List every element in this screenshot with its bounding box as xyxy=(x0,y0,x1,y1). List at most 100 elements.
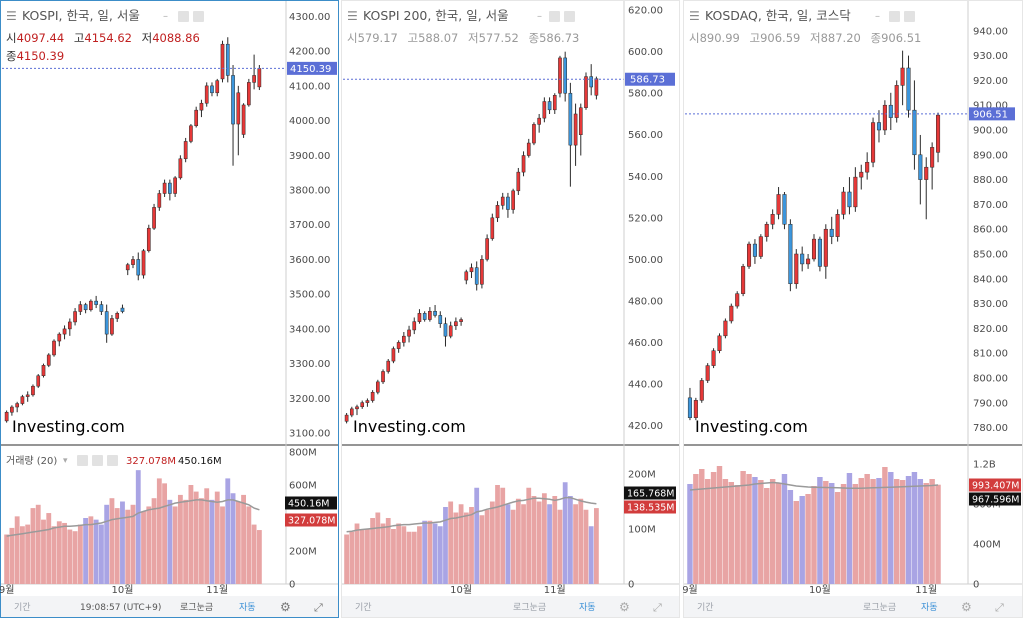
volume-bar xyxy=(67,529,73,584)
month-label: 10월 xyxy=(112,584,134,596)
volume-bar xyxy=(479,515,485,584)
volume-bar xyxy=(344,534,349,584)
candle-body xyxy=(252,75,256,83)
volume-bar xyxy=(687,484,693,584)
candle-body xyxy=(859,171,864,178)
candle-body xyxy=(220,43,225,80)
auto-scale-button[interactable]: 자동 xyxy=(239,602,256,613)
candle-body xyxy=(758,236,763,257)
period-button[interactable]: 기간 xyxy=(355,602,372,613)
candle-body xyxy=(480,259,484,285)
fullscreen-icon[interactable]: ⤢ xyxy=(995,601,1004,614)
period-button[interactable]: 기간 xyxy=(697,602,714,613)
menu-icon[interactable]: ☰ xyxy=(689,9,700,23)
volume-tick-label: 600M xyxy=(289,481,317,492)
chart-title: KOSPI 200, 한국, 일, 서울 xyxy=(363,8,509,23)
volume-bar xyxy=(541,493,547,584)
settings-gear-icon[interactable]: ⚙ xyxy=(280,600,291,614)
chart-panel-kosdaq[interactable]: 780.00 790.00 800.00 810.00 820.00 830.00 840.… xyxy=(683,0,1024,619)
volume-last-label: 327.078M xyxy=(288,516,335,527)
candle-body xyxy=(876,122,881,131)
settings-icon[interactable] xyxy=(889,11,900,22)
chart-panel-kospi200[interactable]: 420.00 440.00 460.00 480.00 500.00 520.00 540.… xyxy=(341,0,681,619)
volume-visibility-icon[interactable] xyxy=(92,455,103,466)
price-tick-label: 480.00 xyxy=(628,296,663,307)
settings-icon[interactable] xyxy=(178,11,189,22)
price-axis[interactable]: 420.00 440.00 460.00 480.00 500.00 520.00 540.… xyxy=(628,6,663,432)
period-button[interactable]: 기간 xyxy=(14,602,31,613)
volume-bar xyxy=(77,524,83,584)
candle-body xyxy=(83,304,88,311)
collapse-icon[interactable]: – xyxy=(163,11,168,22)
candle-body xyxy=(705,365,710,381)
menu-icon[interactable]: ☰ xyxy=(347,9,358,23)
volume-bar xyxy=(104,504,110,584)
fullscreen-icon[interactable]: ⤢ xyxy=(653,601,662,614)
candle-body xyxy=(231,75,235,125)
menu-icon[interactable]: ☰ xyxy=(6,9,17,23)
volume-last-label: 165.768M xyxy=(627,489,674,500)
volume-bar xyxy=(526,487,532,584)
candle-body xyxy=(370,391,375,401)
candle-body xyxy=(99,304,104,312)
settings-gear-icon[interactable]: ⚙ xyxy=(619,600,630,614)
candle-body xyxy=(573,113,578,146)
price-tick-label: 3600.00 xyxy=(289,255,330,266)
auto-scale-button[interactable]: 자동 xyxy=(921,602,938,613)
collapse-icon[interactable]: – xyxy=(537,11,542,22)
volume-bar xyxy=(578,498,584,584)
price-tick-label: 840.00 xyxy=(973,274,1008,285)
visibility-icon[interactable] xyxy=(564,11,575,22)
price-tick-label: 3300.00 xyxy=(289,359,330,370)
candle-body xyxy=(173,177,177,194)
settings-icon[interactable] xyxy=(549,11,560,22)
log-scale-button[interactable]: 로그눈금 xyxy=(863,602,896,613)
candle-body xyxy=(578,107,583,135)
volume-bar xyxy=(521,504,526,584)
log-scale-button[interactable]: 로그눈금 xyxy=(180,602,213,613)
candle-body xyxy=(407,329,411,337)
volume-bar xyxy=(432,523,438,584)
candle-body xyxy=(386,360,391,372)
volume-bar xyxy=(109,498,115,584)
panel-border xyxy=(341,0,680,618)
volume-bar xyxy=(458,504,464,584)
volume-bar xyxy=(437,526,443,584)
volume-close-icon[interactable] xyxy=(107,455,118,466)
candle-body xyxy=(183,141,188,160)
visibility-icon[interactable] xyxy=(193,11,204,22)
candle-body xyxy=(355,406,359,410)
settings-gear-icon[interactable]: ⚙ xyxy=(961,600,972,614)
candle-body xyxy=(199,102,204,111)
volume-bar xyxy=(728,482,735,584)
volume-bar xyxy=(14,516,20,584)
month-label: 11월 xyxy=(544,584,566,596)
candle-body xyxy=(438,315,443,324)
candle-body xyxy=(806,258,811,265)
volume-bar xyxy=(775,483,782,584)
volume-settings-icon[interactable] xyxy=(77,455,88,466)
volume-bar xyxy=(4,534,10,584)
volume-bar xyxy=(230,493,236,584)
candle-body xyxy=(521,155,526,173)
log-scale-button[interactable]: 로그눈금 xyxy=(513,602,546,613)
fullscreen-icon[interactable]: ⤢ xyxy=(314,601,323,614)
candle-body xyxy=(89,300,93,311)
candle-body xyxy=(918,154,923,180)
visibility-icon[interactable] xyxy=(904,11,915,22)
volume-legend-collapse[interactable]: ▾ xyxy=(63,456,68,466)
price-axis[interactable]: 780.00 790.00 800.00 810.00 820.00 830.00 840.… xyxy=(973,26,1008,434)
volume-bar xyxy=(46,513,52,584)
auto-scale-button[interactable]: 자동 xyxy=(579,602,596,613)
volume-bar xyxy=(417,526,422,584)
price-axis[interactable]: 3100.00 3200.00 3300.00 3400.00 3500.00 3600.… xyxy=(289,12,330,440)
candle-body xyxy=(930,147,935,168)
candle-body xyxy=(125,264,130,271)
collapse-icon[interactable]: – xyxy=(875,11,880,22)
volume-bar xyxy=(710,472,717,584)
price-tick-label: 3200.00 xyxy=(289,394,330,405)
chart-panel-kospi[interactable]: 3100.00 3200.00 3300.00 3400.00 3500.00 3600.… xyxy=(0,0,340,619)
volume-bar xyxy=(72,531,78,584)
candle-body xyxy=(841,191,846,215)
volume-bar xyxy=(354,523,360,584)
